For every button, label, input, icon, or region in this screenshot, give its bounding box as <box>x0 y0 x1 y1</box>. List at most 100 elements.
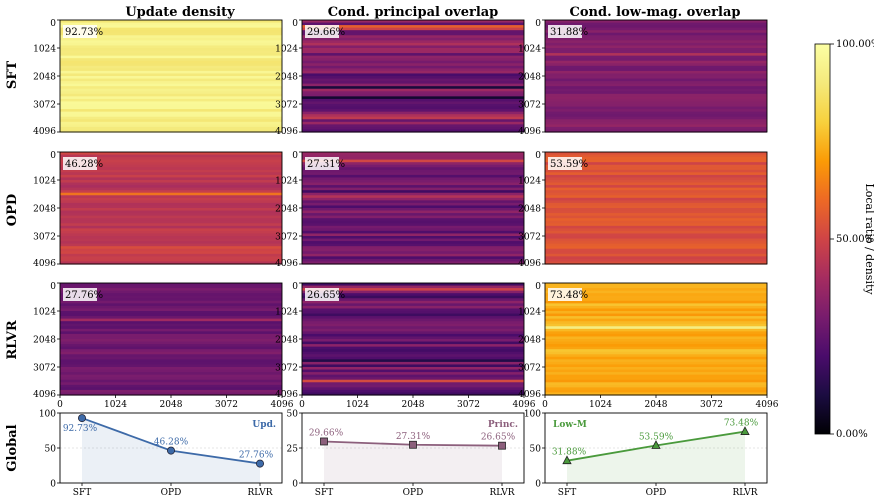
cell-label-bg <box>63 25 97 38</box>
heatmap-band <box>302 200 524 204</box>
heatmap-band <box>60 63 282 67</box>
data-point <box>166 446 175 455</box>
cell-value-label: 27.76% <box>65 290 103 301</box>
heatmap-band <box>60 190 282 194</box>
heatmap-band <box>545 258 767 263</box>
heatmap-band <box>60 300 282 304</box>
heatmap-band <box>60 389 282 394</box>
heatmap-band <box>302 152 524 156</box>
heatmap-band <box>545 384 767 388</box>
y-tick-label: 100 <box>39 410 56 420</box>
heatmap-band <box>302 213 524 217</box>
heatmap-band <box>545 326 767 330</box>
heatmap-band <box>302 230 524 235</box>
heatmap-band <box>545 50 767 54</box>
heatmap-band <box>302 384 524 388</box>
heatmap-band <box>60 384 282 388</box>
heatmap-band <box>60 344 282 348</box>
heatmap-band <box>60 313 282 317</box>
heatmap-band <box>545 210 767 214</box>
colorbar-label: Local ratio / density <box>863 183 874 295</box>
y-tick-label: 0 <box>50 151 56 161</box>
heatmap-band <box>545 73 767 77</box>
heatmap-band <box>60 305 282 310</box>
heatmap-band <box>60 27 282 31</box>
heatmap-band <box>60 116 282 120</box>
heatmap-band <box>302 32 524 36</box>
heatmap-band <box>60 261 282 265</box>
heatmap-band <box>545 215 767 219</box>
heatmap-band <box>302 106 524 110</box>
heatmap-band <box>60 119 282 123</box>
heatmap-cond-low-mag-overlap-opd: 53.59% 0 1024 2048 3072 4096 <box>518 151 768 269</box>
y-tick-label: 100 <box>524 410 541 420</box>
heatmap-band <box>302 326 524 330</box>
heatmap-band <box>60 55 282 59</box>
y-tick-label: 2048 <box>275 73 298 83</box>
x-tick-label: SFT <box>558 488 576 498</box>
heatmap-band <box>60 37 282 41</box>
heatmap-band <box>60 351 282 355</box>
heatmap-band <box>545 76 767 80</box>
data-label: 26.65% <box>481 433 516 443</box>
heatmap-band <box>545 70 767 75</box>
y-tick-label: 1024 <box>275 177 298 187</box>
heatmap-band <box>545 42 767 47</box>
colorbar-tick-low: 0.00% <box>836 429 868 440</box>
heatmap-band <box>302 236 524 240</box>
data-label: 29.66% <box>309 428 344 438</box>
heatmap-band <box>60 339 282 343</box>
heatmap-band <box>545 68 767 72</box>
heatmap-band <box>302 104 524 108</box>
heatmap-band <box>60 58 282 62</box>
heatmap-band <box>302 372 524 376</box>
cell-value-label: 73.48% <box>550 290 588 301</box>
heatmap-band <box>60 288 282 292</box>
heatmap-band <box>302 344 524 348</box>
heatmap-band <box>545 180 767 184</box>
heatmap-band <box>545 104 767 108</box>
heatmap-band <box>545 121 767 125</box>
heatmap-band <box>545 114 767 118</box>
heatmap-band <box>545 208 767 212</box>
y-tick-label: 2048 <box>33 205 56 215</box>
x-tick-label: OPD <box>403 488 424 498</box>
heatmap-band <box>60 225 282 229</box>
data-point <box>498 441 506 450</box>
heatmap-band <box>545 288 767 292</box>
heatmap-band <box>60 382 282 386</box>
heatmap-band <box>302 35 524 39</box>
cell-value-label: 46.28% <box>65 159 103 170</box>
heatmap-band <box>545 63 767 67</box>
heatmap-band <box>60 303 282 307</box>
heatmap-band <box>60 372 282 376</box>
heatmap-band <box>302 192 524 196</box>
heatmap-band <box>545 96 767 100</box>
heatmap-band <box>545 308 767 312</box>
heatmap-band <box>545 177 767 181</box>
cell-label-bg <box>63 288 97 301</box>
y-tick-label: 4096 <box>518 259 541 269</box>
heatmap-band <box>302 93 524 97</box>
heatmap-band <box>302 70 524 75</box>
heatmap-band <box>545 25 767 29</box>
heatmap-band <box>302 42 524 47</box>
heatmap-band <box>302 101 524 105</box>
heatmap-band <box>545 187 767 191</box>
x-tick-label: 3072 <box>215 400 238 410</box>
heatmap-band <box>545 241 767 245</box>
heatmap-band <box>302 177 524 181</box>
data-label: 27.31% <box>396 432 431 442</box>
heatmap-band <box>545 106 767 110</box>
heatmap-band <box>60 195 282 199</box>
heatmap-band <box>302 187 524 191</box>
heatmap-band <box>545 346 767 350</box>
heatmap-band <box>545 283 767 287</box>
heatmap-band <box>302 22 524 26</box>
heatmap-band <box>545 91 767 95</box>
heatmap-band <box>60 336 282 340</box>
heatmap-band <box>302 63 524 67</box>
heatmap-band <box>302 119 524 123</box>
heatmap-grid: 92.73% 0 1024 2048 3072 4096 46.28% 0 1024 2048 30… <box>33 19 779 410</box>
